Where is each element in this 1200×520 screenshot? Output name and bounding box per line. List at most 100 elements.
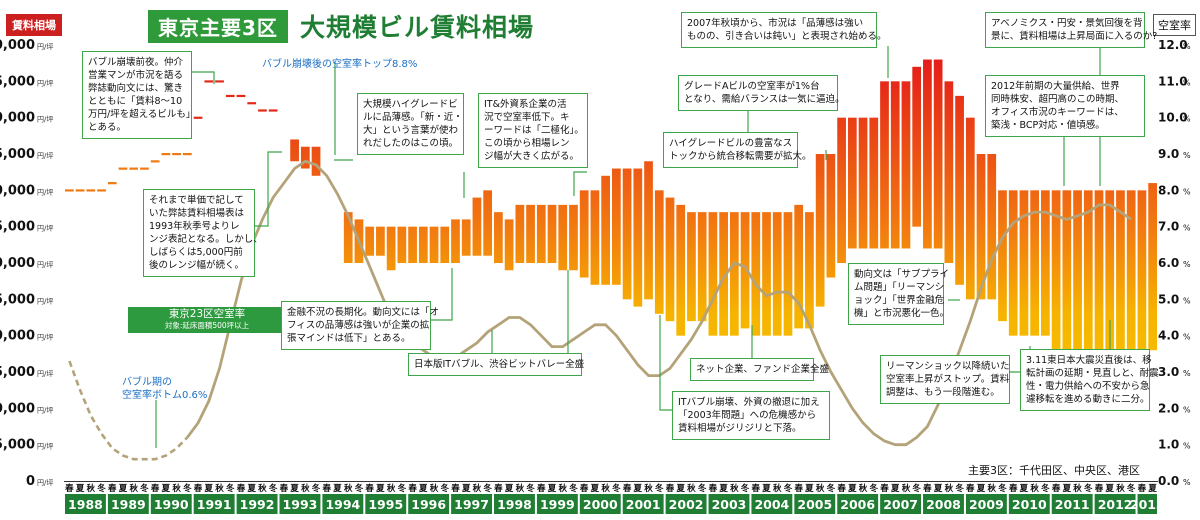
- y-right-tick-unit: %: [1183, 260, 1191, 269]
- left-axis-title: 賃料相場: [6, 14, 62, 36]
- year-box: [65, 494, 106, 514]
- y-right-tick-label: 3.0: [1158, 365, 1179, 379]
- season-tick-label: 冬: [226, 483, 235, 494]
- rent-bar: [1083, 190, 1093, 351]
- rent-bar: [536, 204, 546, 263]
- rent-bar: [225, 94, 235, 98]
- rent-bar: [1126, 190, 1136, 358]
- season-tick-label: 夏: [1019, 484, 1029, 494]
- season-tick-label: 春: [450, 483, 460, 494]
- annotation-box: バブル崩壊前夜。仲介 営業マンが市況を語る 弊誌動向文には、驚き とともに「賃料…: [82, 51, 195, 139]
- season-tick-label: 冬: [97, 483, 106, 494]
- rent-bar: [1062, 190, 1072, 351]
- annotation-box: 2007年秋頃から、市況は「品薄感は強い ものの、引き合いは鈍い」と表現され始め…: [681, 12, 887, 48]
- season-tick-label: 夏: [161, 484, 171, 494]
- year-tick-label: 1991: [197, 497, 232, 512]
- rent-bar: [955, 95, 964, 285]
- year-box: [794, 494, 836, 514]
- season-tick-label: 冬: [741, 483, 750, 494]
- season-tick-label: 秋: [986, 483, 996, 494]
- rent-bar: [923, 59, 932, 249]
- y-left-tick-unit: 円/坪: [37, 152, 53, 160]
- y-right-tick-unit: %: [1183, 478, 1191, 487]
- year-tick-label: 1996: [411, 497, 446, 512]
- rent-bar: [247, 102, 257, 105]
- year-tick-label: 2010: [1012, 497, 1047, 512]
- season-tick-label: 冬: [269, 483, 278, 494]
- rent-bar: [1116, 190, 1125, 358]
- year-box: [279, 494, 321, 514]
- vacancy-line-dashed: [68, 360, 189, 461]
- year-box: [880, 494, 922, 514]
- annotation-box: グレードAビルの空室率が1%台 となり、需給バランスは一気に逼迫。: [678, 75, 845, 111]
- annotation-box: 動向文は「サブプライ ム問題」「リーマンシ ョック」「世界金融危 機」と市況悪化…: [848, 263, 949, 325]
- season-tick-label: 冬: [870, 483, 879, 494]
- y-left-tick-label: 60,000: [0, 38, 35, 53]
- rent-bar: [772, 212, 782, 336]
- year-box: [665, 494, 707, 514]
- season-tick-label: 秋: [472, 483, 482, 494]
- rent-bar: [944, 81, 954, 263]
- rent-bar: [687, 212, 696, 322]
- y-left-tick-unit: 円/坪: [37, 225, 53, 233]
- year-tick-label: 2005: [797, 497, 832, 512]
- season-tick-label: 夏: [933, 484, 943, 494]
- rent-bar: [1041, 190, 1050, 336]
- season-tick-label: 秋: [171, 483, 181, 494]
- year-tick-label: 2000: [583, 497, 618, 512]
- season-tick-label: 春: [579, 483, 589, 494]
- y-right-tick-unit: %: [1183, 224, 1191, 233]
- vacancy-line: [186, 159, 1132, 447]
- season-tick-label: 秋: [815, 483, 825, 494]
- season-tick-label: 冬: [655, 483, 664, 494]
- season-tick-label: 秋: [643, 483, 653, 494]
- season-tick-label: 冬: [140, 483, 149, 494]
- y-left-tick-label: 45,000: [0, 147, 35, 162]
- rent-bar: [300, 146, 310, 169]
- rent-bar: [258, 109, 267, 112]
- rent-bar: [418, 226, 428, 263]
- year-tick-label: 2007: [883, 497, 918, 512]
- rent-bar: [1051, 190, 1061, 351]
- y-right-tick-label: 2.0: [1158, 401, 1179, 415]
- rent-bar: [504, 219, 514, 271]
- year-box: [365, 494, 407, 514]
- y-right-tick-label: 0.0: [1158, 474, 1179, 488]
- year-box: [150, 494, 192, 514]
- chart-title: 大規模ビル賃料相場: [300, 13, 535, 42]
- season-tick-label: 春: [1094, 483, 1104, 494]
- season-tick-label: 冬: [398, 483, 407, 494]
- y-right-tick-label: 12.0: [1158, 38, 1188, 52]
- y-left-tick-unit: 円/坪: [37, 116, 53, 124]
- rent-bar: [515, 204, 525, 263]
- vacancy-bottom-label: バブル期の 空室率ボトム0.6%: [122, 377, 208, 401]
- season-tick-label: 春: [64, 483, 74, 494]
- y-left-tick-label: 10,000: [0, 401, 35, 416]
- rent-bar: [215, 80, 224, 83]
- season-tick-label: 夏: [332, 484, 342, 494]
- season-tick-label: 夏: [976, 484, 986, 494]
- season-tick-label: 秋: [1115, 483, 1125, 494]
- season-tick-label: 春: [322, 483, 332, 494]
- season-tick-label: 秋: [515, 483, 525, 494]
- year-box: [1008, 494, 1050, 514]
- year-tick-label: 2006: [840, 497, 875, 512]
- season-tick-label: 冬: [483, 483, 492, 494]
- y-left-tick-label: 55,000: [0, 74, 35, 89]
- year-box: [107, 494, 149, 514]
- rent-bar: [65, 189, 74, 192]
- rent-bar: [1105, 190, 1115, 358]
- rent-bar: [86, 189, 96, 192]
- rent-bar: [869, 117, 879, 249]
- y-right-tick-unit: %: [1183, 151, 1191, 160]
- rent-bar: [472, 197, 482, 256]
- year-tick-label: 1990: [154, 497, 189, 512]
- rent-bar: [129, 167, 139, 170]
- rent-bar: [815, 154, 825, 307]
- season-tick-label: 春: [708, 483, 718, 494]
- year-tick-label: 2001: [626, 497, 661, 512]
- season-tick-label: 夏: [804, 484, 814, 494]
- rent-bar: [365, 226, 375, 256]
- year-box: [579, 494, 621, 514]
- year-tick-label: 1989: [111, 497, 146, 512]
